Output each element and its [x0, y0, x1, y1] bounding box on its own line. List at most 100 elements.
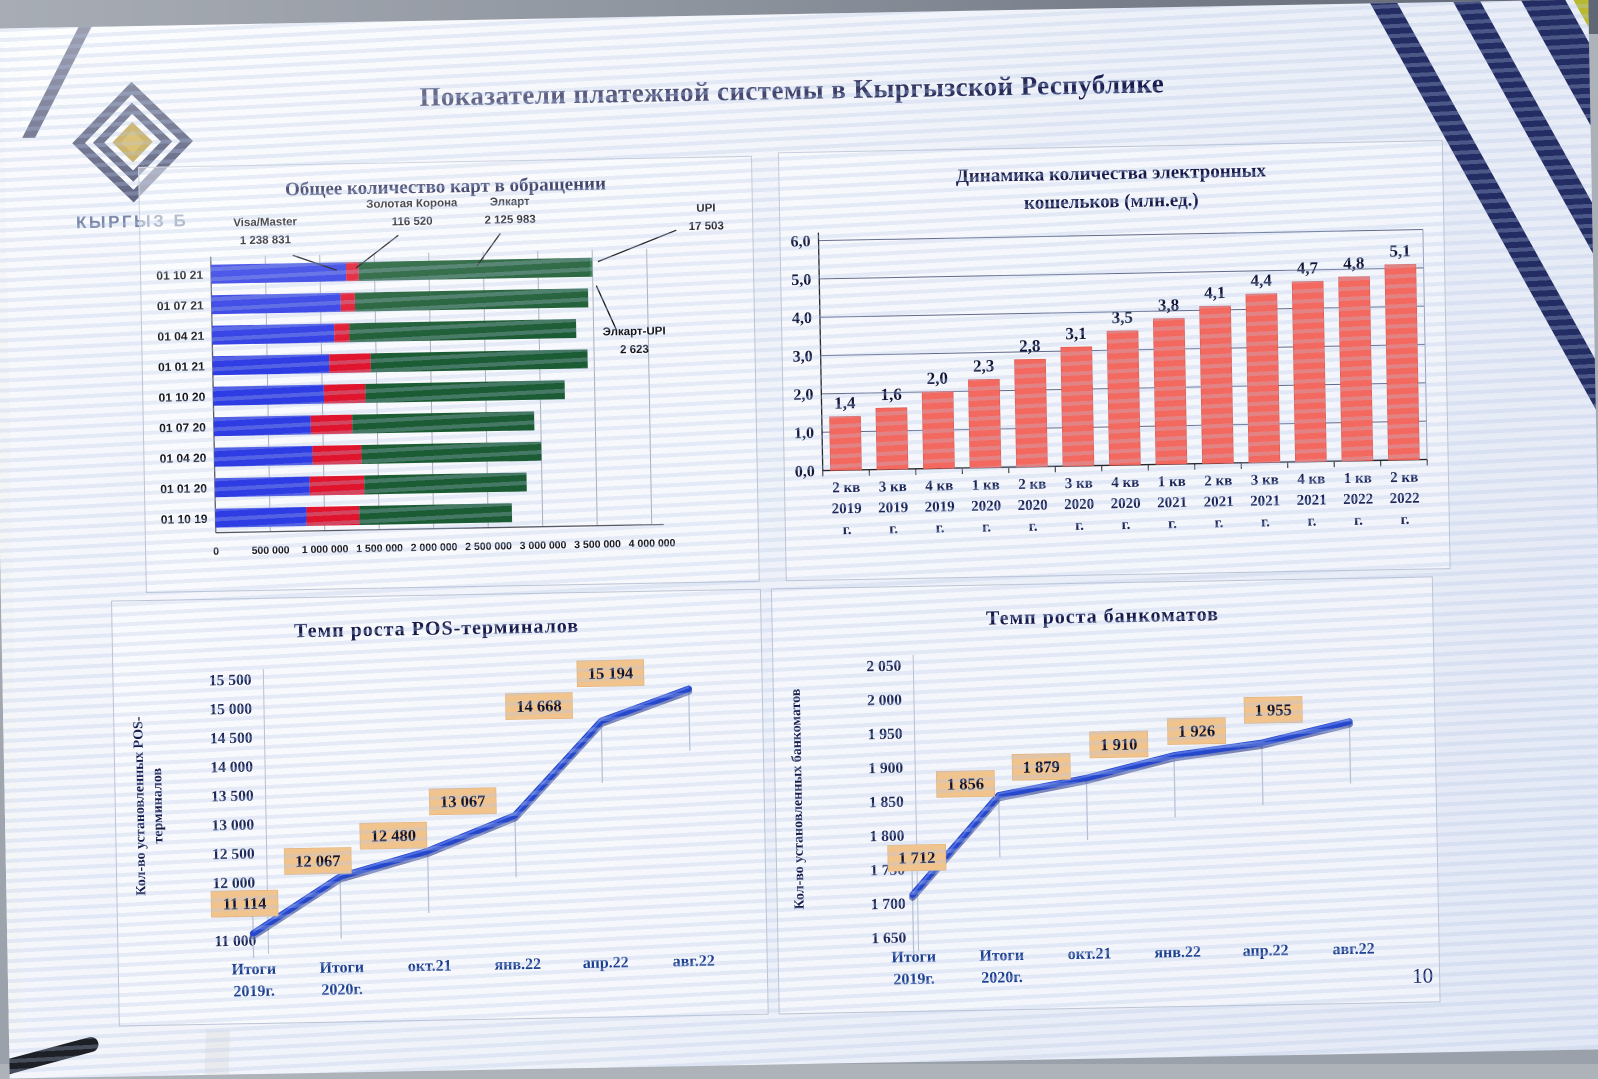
x-category-label: Итоги: [319, 959, 364, 977]
annotation-name: Элкарт-UPI: [603, 325, 666, 338]
category-label: 01 01 20: [160, 481, 207, 496]
whisker-line: [1349, 722, 1350, 784]
whisker-line: [1086, 779, 1087, 840]
bar-value-label: 2,3: [973, 356, 995, 375]
x-category-label: 2020: [971, 498, 1001, 515]
annotation-name: Элкарт: [490, 196, 530, 209]
bar-value-label: 3,1: [1065, 324, 1087, 343]
x-category-label: 1 кв: [1158, 474, 1186, 491]
gridline: [647, 249, 652, 525]
bar: [830, 416, 862, 470]
y-tick-label: 1 900: [868, 760, 903, 778]
whisker-line: [515, 813, 516, 877]
x-category-label: 3 кв: [1065, 476, 1093, 493]
y-tick-label: 1,0: [794, 425, 814, 442]
bar-value-label: 3,8: [1158, 295, 1180, 314]
bar-segment-Visa/Master: [215, 476, 310, 497]
y-tick-label: 5,0: [791, 272, 811, 289]
bar: [1200, 306, 1234, 464]
x-category-label: г.: [1075, 518, 1084, 534]
x-category-label: 2021: [1204, 494, 1234, 511]
y-tick-label: 12 500: [212, 846, 255, 864]
bar-segment-Visa/Master: [214, 415, 311, 436]
x-tick-label: 2 000 000: [411, 541, 458, 554]
bar-segment-Visa/Master: [214, 446, 312, 467]
x-category-label: апр.22: [583, 954, 629, 972]
x-category-label: 3 кв: [1251, 472, 1279, 489]
bar: [1061, 347, 1094, 466]
bar: [1015, 359, 1048, 467]
x-category-label: Итоги: [891, 949, 936, 967]
x-category-label: г.: [1307, 514, 1316, 530]
x-category-label: Итоги: [231, 961, 276, 979]
whisker-line: [340, 874, 341, 939]
bar-value-label: 2,0: [927, 369, 949, 388]
bar-value-label: 4,4: [1250, 271, 1272, 290]
bar-segment-Элкарт: [349, 319, 576, 342]
y-tick-label: 1 950: [868, 726, 903, 744]
bar-segment-Visa/Master: [212, 323, 334, 344]
x-tick-label: 1 500 000: [356, 542, 403, 555]
annotation-value: 2 125 983: [484, 214, 535, 227]
bar: [1246, 294, 1280, 463]
x-tick-label: 2 500 000: [465, 540, 512, 553]
whisker-line: [999, 796, 1000, 857]
bar-value-label: 1,6: [880, 385, 902, 404]
page-number: 10: [1412, 963, 1433, 988]
bar-value-label: 4,1: [1204, 283, 1226, 302]
bar-value-label: 2,8: [1019, 336, 1041, 355]
value-label: 1 712: [898, 848, 935, 868]
x-category-label: г.: [982, 519, 991, 535]
x-category-label: окт.21: [408, 957, 452, 975]
bar-segment-Элкарт: [359, 258, 591, 281]
bar-segment-Элкарт: [364, 472, 527, 494]
y-tick-label: 1 800: [869, 828, 904, 846]
bar-segment-Золотая Корона: [334, 323, 350, 342]
bar-value-label: 1,4: [834, 393, 856, 412]
bar: [876, 408, 908, 470]
bar-segment-Visa/Master: [213, 385, 324, 406]
x-category-label: г.: [1261, 514, 1270, 530]
whisker-line: [912, 871, 914, 955]
mic-stand: [205, 1029, 231, 1075]
gridline: [592, 250, 597, 526]
y-tick-label: 2,0: [793, 387, 813, 404]
annotation-value: 2 623: [620, 344, 649, 357]
x-category-label: 2 кв: [1204, 473, 1232, 490]
x-category-label: г.: [1121, 517, 1130, 533]
bar-segment-Элкарт: [371, 349, 588, 372]
x-category-label: 2 кв: [1018, 476, 1046, 493]
y-tick-label: 6,0: [790, 233, 810, 250]
annotation-leader-line: [597, 230, 677, 261]
x-category-label: Итоги: [979, 947, 1024, 965]
x-category-label: 2020г.: [321, 981, 363, 999]
bar: [922, 391, 954, 468]
bar: [968, 379, 1001, 468]
value-label: 13 067: [440, 791, 486, 811]
bar-value-label: 3,5: [1111, 308, 1133, 327]
annotation-value: 1 238 831: [240, 234, 292, 247]
x-category-label: г.: [889, 521, 898, 537]
x-category-label: 2019г.: [233, 983, 275, 1001]
x-category-label: 2020: [1018, 497, 1048, 514]
y-tick-label: 1 850: [869, 794, 904, 812]
y-tick-label: 1 700: [871, 896, 906, 914]
y-tick-label: 3,0: [793, 348, 813, 365]
bar-segment-Visa/Master: [213, 354, 330, 375]
y-axis: [913, 655, 918, 951]
x-category-label: 2 кв: [832, 480, 860, 497]
category-label: 01 07 20: [159, 420, 206, 435]
x-tick-label: 500 000: [252, 544, 290, 557]
bar-segment-Золотая Корона: [312, 445, 361, 465]
mic-body: [9, 1035, 100, 1078]
x-category-label: г.: [1214, 515, 1223, 531]
x-category-label: янв.22: [1154, 944, 1201, 962]
y-tick-label: 13 000: [211, 817, 254, 835]
corner-decoration-top-right: [1308, 0, 1597, 474]
category-label: 01 07 21: [157, 298, 204, 313]
x-category-label: 1 кв: [972, 477, 1000, 494]
